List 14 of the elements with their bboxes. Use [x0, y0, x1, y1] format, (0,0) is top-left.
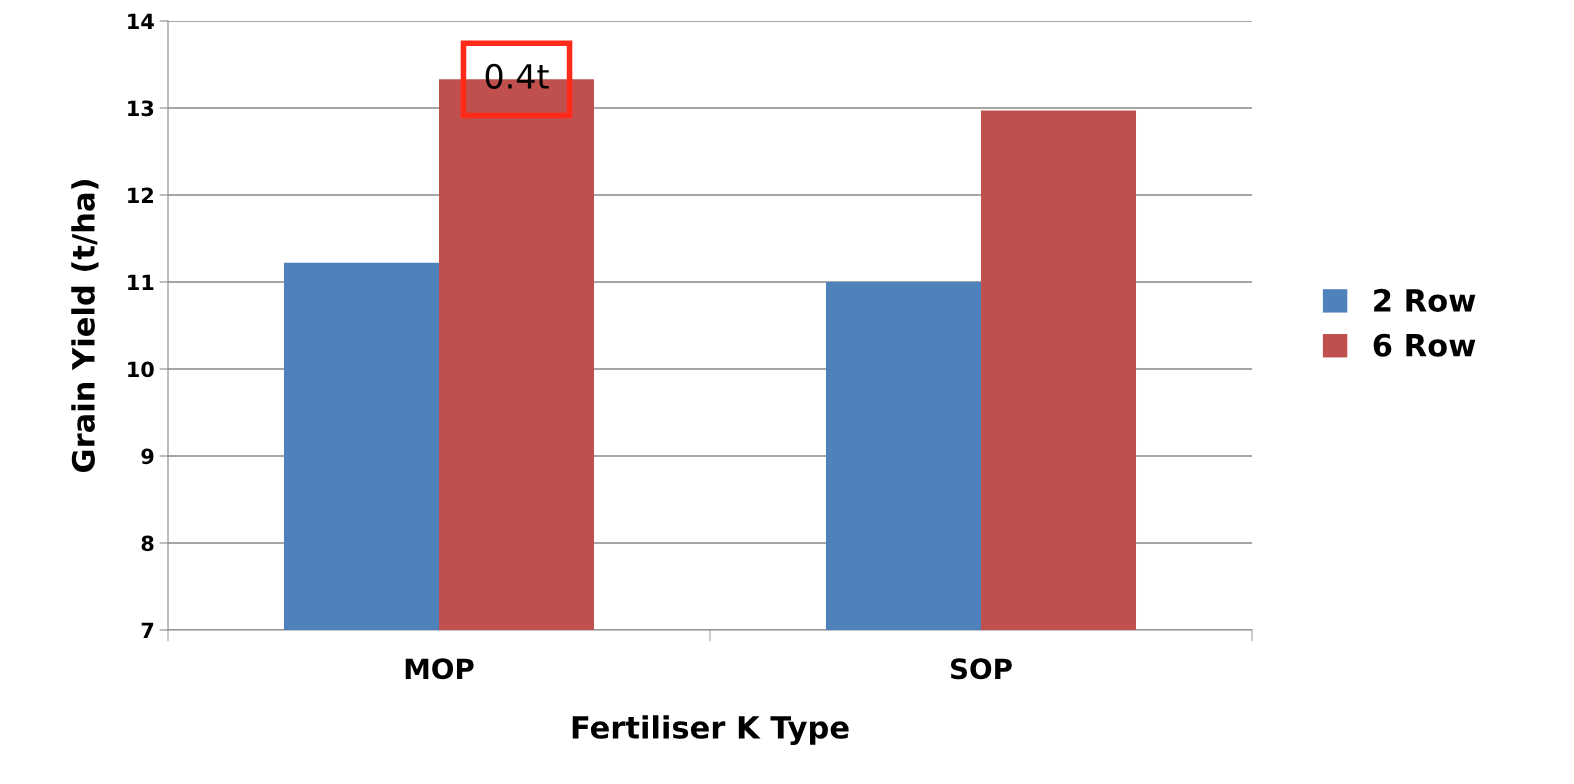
y-tick-label: 11 [128, 274, 154, 290]
x-axis-title: Fertiliser K Type [572, 715, 849, 746]
y-tick-label: 10 [128, 361, 154, 378]
y-tick-label: 14 [128, 13, 154, 29]
legend-label: 2 Row [1374, 288, 1476, 312]
y-tick-label: 7 [141, 622, 154, 638]
x-tick-label: SOP [951, 658, 1012, 680]
y-tick-label: 12 [128, 187, 153, 203]
y-tick-label: 9 [141, 448, 154, 465]
y-axis-title: Grain Yield (t/ha) [71, 180, 99, 472]
legend-label: 6 Row [1373, 333, 1476, 357]
y-tick-label: 8 [141, 535, 154, 552]
x-tick-label: MOP [405, 658, 474, 680]
y-tick-label: 13 [128, 100, 154, 117]
